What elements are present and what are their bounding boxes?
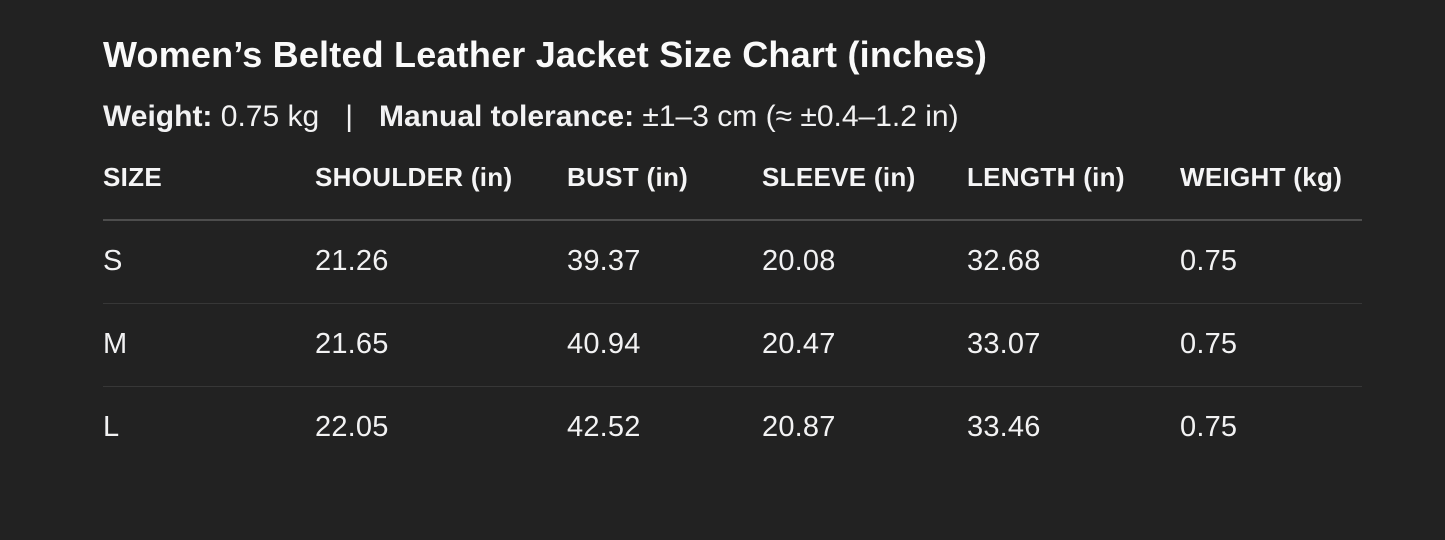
cell-shoulder: 22.05 (315, 411, 389, 444)
weight-value: 0.75 kg (220, 100, 320, 133)
cell-shoulder: 21.26 (315, 220, 567, 304)
cell-shoulder: 21.65 (315, 303, 567, 387)
cell-sleeve: 20.08 (762, 220, 967, 304)
cell-weight: 0.75 (1180, 303, 1362, 387)
col-header-length: LENGTH (in) (967, 161, 1180, 221)
table-row-size-l: L 22.05 42.52 20.87 33.46 0.75 (103, 386, 1362, 469)
col-header-size: SIZE (103, 161, 315, 221)
col-header-sleeve: SLEEVE (in) (762, 161, 967, 221)
tolerance-label: Manual tolerance: (379, 100, 635, 133)
cell-sleeve: 20.87 (762, 411, 836, 444)
tolerance-value: ±1–3 cm (≈ ±0.4–1.2 in) (642, 100, 959, 133)
cell-length: 33.46 (967, 411, 1041, 444)
cell-size: S (103, 220, 315, 304)
cell-bust: 42.52 (567, 411, 641, 444)
cell-bust: 40.94 (567, 303, 762, 387)
weight-label: Weight: (103, 100, 213, 133)
cell-length: 32.68 (967, 220, 1180, 304)
cell-sleeve: 20.47 (762, 303, 967, 387)
cell-weight: 0.75 (1180, 411, 1238, 444)
cell-weight: 0.75 (1180, 220, 1362, 304)
table-row-size-s: S 21.26 39.37 20.08 32.68 0.75 (103, 220, 1362, 304)
cell-length: 33.07 (967, 303, 1180, 387)
product-meta: Weight: 0.75 kg | Manual tolerance: ±1–3 c… (103, 97, 1362, 137)
size-chart-table: SIZE SHOULDER (in) BUST (in) SLEEVE (in)… (103, 161, 1362, 469)
col-header-weight: WEIGHT (kg) (1180, 161, 1362, 221)
meta-separator: | (345, 100, 353, 133)
cell-bust: 39.37 (567, 220, 762, 304)
table-row-size-m: M 21.65 40.94 20.47 33.07 0.75 (103, 303, 1362, 387)
col-header-shoulder: SHOULDER (in) (315, 161, 567, 221)
page-title: Women’s Belted Leather Jacket Size Chart… (103, 34, 988, 75)
cell-size: L (103, 411, 120, 444)
col-header-bust: BUST (in) (567, 161, 762, 221)
table-header-row: SIZE SHOULDER (in) BUST (in) SLEEVE (in)… (103, 161, 1362, 221)
cell-size: M (103, 303, 315, 387)
